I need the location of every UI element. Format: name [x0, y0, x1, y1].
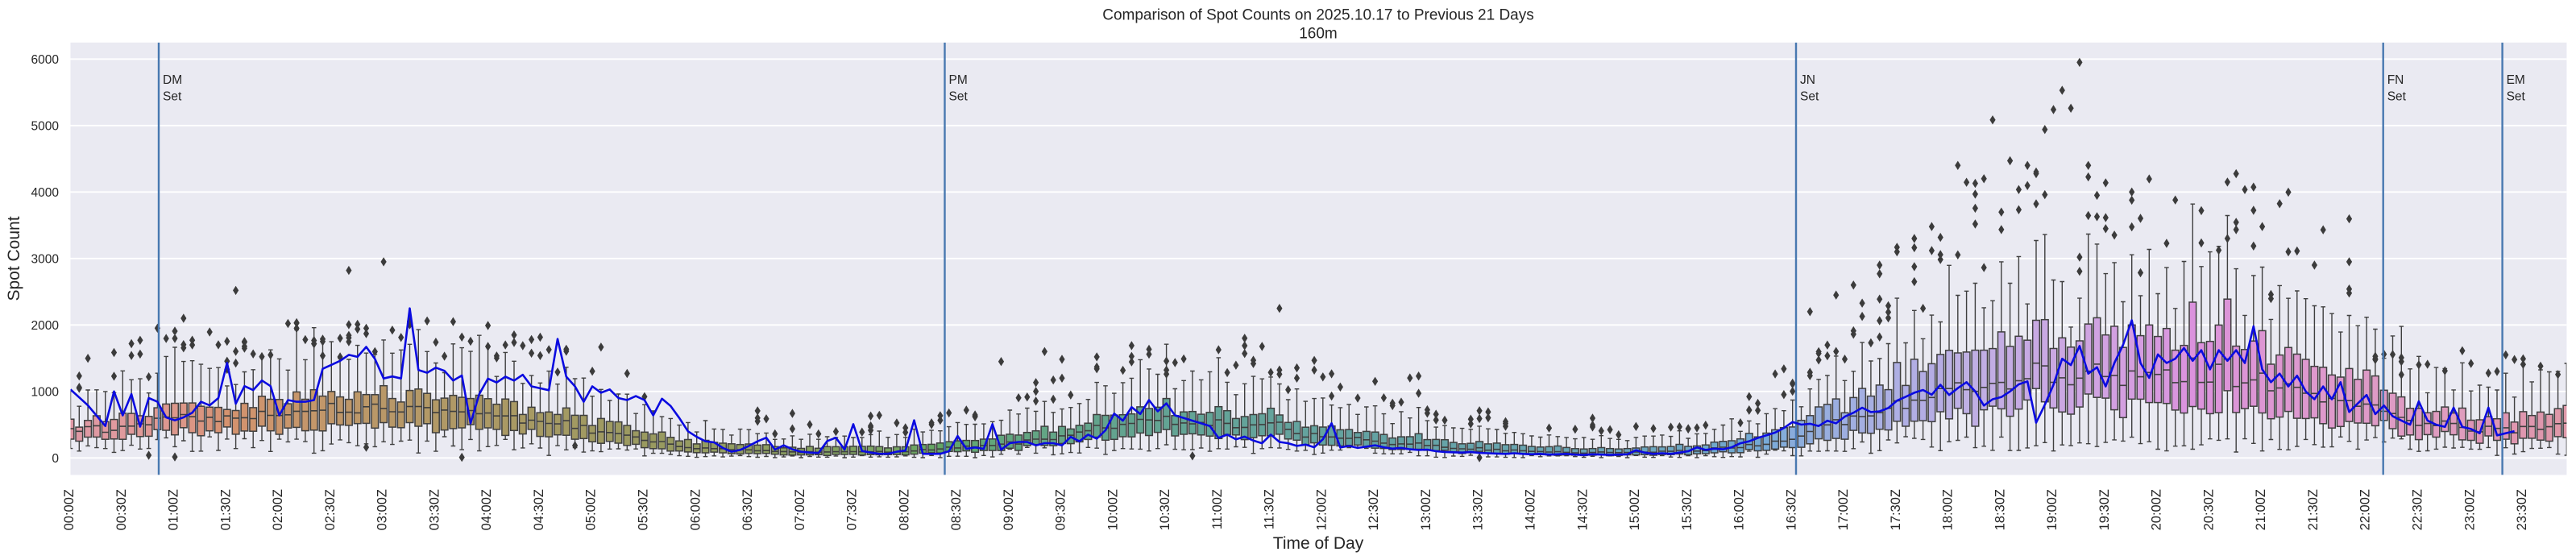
svg-text:3000: 3000: [31, 252, 60, 266]
svg-text:23:30Z: 23:30Z: [2515, 489, 2529, 530]
svg-text:16:30Z: 16:30Z: [1784, 489, 1798, 530]
svg-text:5000: 5000: [31, 119, 60, 133]
svg-text:15:30Z: 15:30Z: [1680, 489, 1695, 530]
svg-text:03:00Z: 03:00Z: [375, 489, 390, 530]
svg-text:09:30Z: 09:30Z: [1054, 489, 1068, 530]
svg-text:FN: FN: [2387, 73, 2404, 87]
svg-text:22:00Z: 22:00Z: [2358, 489, 2373, 530]
svg-text:DM: DM: [163, 73, 182, 87]
svg-text:02:00Z: 02:00Z: [271, 489, 285, 530]
svg-text:20:00Z: 20:00Z: [2150, 489, 2164, 530]
svg-text:2000: 2000: [31, 319, 60, 333]
svg-text:12:30Z: 12:30Z: [1367, 489, 1381, 530]
svg-text:13:30Z: 13:30Z: [1471, 489, 1486, 530]
svg-text:14:30Z: 14:30Z: [1575, 489, 1590, 530]
svg-text:EM: EM: [2507, 73, 2525, 87]
svg-text:20:30Z: 20:30Z: [2201, 489, 2216, 530]
svg-text:03:30Z: 03:30Z: [428, 489, 442, 530]
svg-text:06:30Z: 06:30Z: [740, 489, 755, 530]
svg-text:15:00Z: 15:00Z: [1628, 489, 1642, 530]
svg-text:14:00Z: 14:00Z: [1524, 489, 1538, 530]
svg-text:00:00Z: 00:00Z: [62, 489, 77, 530]
svg-text:Set: Set: [163, 90, 182, 104]
svg-text:08:00Z: 08:00Z: [897, 489, 911, 530]
svg-text:21:00Z: 21:00Z: [2254, 489, 2268, 530]
svg-text:Set: Set: [949, 90, 969, 104]
svg-text:22:30Z: 22:30Z: [2411, 489, 2425, 530]
svg-text:PM: PM: [949, 73, 968, 87]
svg-text:Comparison of Spot Counts on 2: Comparison of Spot Counts on 2025.10.17 …: [1102, 7, 1534, 24]
svg-text:21:30Z: 21:30Z: [2306, 489, 2321, 530]
svg-text:Time of Day: Time of Day: [1273, 534, 1364, 553]
svg-text:0: 0: [52, 452, 59, 466]
svg-text:02:30Z: 02:30Z: [323, 489, 338, 530]
svg-text:Set: Set: [2507, 90, 2526, 104]
svg-text:23:00Z: 23:00Z: [2462, 489, 2477, 530]
svg-text:JN: JN: [1800, 73, 1815, 87]
svg-text:160m: 160m: [1299, 26, 1338, 43]
svg-text:01:30Z: 01:30Z: [218, 489, 233, 530]
svg-text:07:30Z: 07:30Z: [845, 489, 860, 530]
svg-text:06:00Z: 06:00Z: [688, 489, 703, 530]
svg-text:05:30Z: 05:30Z: [637, 489, 651, 530]
svg-text:13:00Z: 13:00Z: [1419, 489, 1433, 530]
svg-text:10:30Z: 10:30Z: [1158, 489, 1172, 530]
svg-text:Spot Count: Spot Count: [5, 216, 23, 301]
svg-text:Set: Set: [1800, 90, 1819, 104]
svg-text:16:00Z: 16:00Z: [1732, 489, 1747, 530]
svg-text:6000: 6000: [31, 53, 60, 67]
svg-text:4000: 4000: [31, 186, 60, 200]
svg-text:04:30Z: 04:30Z: [532, 489, 546, 530]
svg-text:00:30Z: 00:30Z: [114, 489, 129, 530]
svg-text:19:30Z: 19:30Z: [2097, 489, 2112, 530]
svg-text:1000: 1000: [31, 385, 60, 399]
svg-text:01:00Z: 01:00Z: [167, 489, 181, 530]
svg-text:12:00Z: 12:00Z: [1314, 489, 1329, 530]
svg-text:10:00Z: 10:00Z: [1105, 489, 1120, 530]
svg-text:07:00Z: 07:00Z: [793, 489, 807, 530]
svg-text:17:00Z: 17:00Z: [1836, 489, 1851, 530]
svg-text:05:00Z: 05:00Z: [584, 489, 599, 530]
svg-text:11:00Z: 11:00Z: [1210, 489, 1225, 529]
svg-text:18:00Z: 18:00Z: [1941, 489, 1956, 530]
svg-text:19:00Z: 19:00Z: [2045, 489, 2060, 530]
svg-text:09:00Z: 09:00Z: [1002, 489, 1016, 530]
svg-text:18:30Z: 18:30Z: [1993, 489, 2007, 530]
svg-text:08:30Z: 08:30Z: [949, 489, 964, 530]
svg-text:Set: Set: [2387, 90, 2407, 104]
svg-text:11:30Z: 11:30Z: [1263, 489, 1277, 529]
svg-text:17:30Z: 17:30Z: [1889, 489, 1903, 530]
svg-text:04:00Z: 04:00Z: [479, 489, 494, 530]
